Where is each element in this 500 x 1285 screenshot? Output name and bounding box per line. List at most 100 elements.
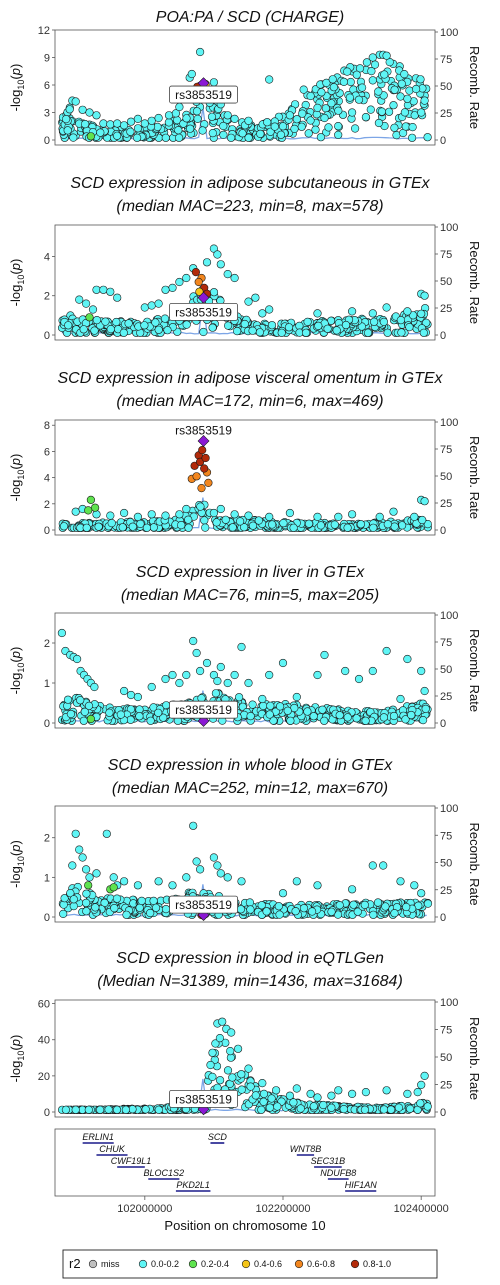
snp-point	[71, 97, 80, 106]
snp-point	[133, 692, 142, 702]
snp-points	[57, 1017, 432, 1114]
y-tick-label: 2	[44, 638, 50, 650]
snp-point	[216, 504, 225, 514]
snp-point	[285, 111, 295, 120]
snp-point	[116, 710, 125, 719]
snp-point	[161, 904, 171, 914]
snp-point	[163, 326, 172, 335]
gene-label: BLOC1S2	[144, 1168, 185, 1178]
y-tick-label: 0	[44, 718, 50, 730]
panel-5: SCD expression in whole blood in GTEx (me…	[8, 757, 482, 924]
recomb-tick-label: 25	[440, 691, 452, 703]
snp-point	[91, 903, 100, 912]
snp-point	[69, 895, 78, 904]
snp-point	[420, 686, 429, 696]
snp-point	[334, 1086, 343, 1095]
snp-point	[360, 1105, 370, 1114]
snp-point	[368, 309, 377, 318]
lead-snp-label: rs3853519	[175, 423, 232, 437]
recomb-tick-label: 100	[440, 222, 458, 234]
snp-point	[301, 328, 311, 337]
legend-label: 0.4-0.6	[254, 1259, 282, 1269]
snp-point	[66, 888, 75, 898]
snp-point	[416, 1099, 425, 1108]
snp-point	[182, 320, 191, 329]
recomb-tick-label: 0	[440, 330, 446, 342]
snp-point-ld	[191, 268, 200, 277]
panel-title: SCD expression in blood in eQTLGen	[116, 950, 384, 967]
snp-point	[196, 666, 205, 676]
snp-point	[59, 909, 68, 919]
gene-label: SEC31B	[311, 1156, 346, 1166]
snp-point	[420, 497, 429, 506]
legend-swatch	[241, 1259, 251, 1269]
snp-point	[259, 1089, 269, 1098]
snp-point	[230, 670, 239, 680]
snp-point	[147, 301, 156, 310]
snp-point	[184, 523, 193, 532]
snp-point	[276, 130, 286, 139]
panel-title: (median MAC=172, min=6, max=469)	[116, 393, 383, 410]
snp-point	[154, 708, 163, 717]
snp-point	[237, 1070, 246, 1079]
y-tick-label: 0	[44, 912, 50, 924]
snp-point	[273, 1102, 282, 1111]
lead-snp-label: rs3853519	[175, 703, 232, 717]
snp-point	[284, 323, 294, 332]
snp-points	[58, 446, 433, 532]
snp-point	[192, 648, 201, 658]
x-axis-label: Position on chromosome 10	[164, 1218, 325, 1233]
snp-point-ld	[109, 883, 118, 892]
snp-point	[149, 896, 158, 906]
snp-point	[208, 1048, 217, 1057]
snp-point	[216, 260, 225, 269]
snp-point	[405, 323, 414, 332]
panel-1: POA:PA / SCD (CHARGE) 0 3 6 9 12 0 25 50 75 100 -lo…	[8, 9, 482, 147]
y-tick-label: 0	[44, 330, 50, 342]
snp-point	[237, 877, 246, 886]
snp-point	[182, 273, 191, 283]
snp-point	[237, 642, 246, 652]
snp-point	[198, 126, 207, 135]
snp-point	[182, 873, 191, 882]
snp-point	[322, 78, 331, 87]
snp-point	[209, 670, 218, 680]
lead-snp-label: rs3853519	[175, 305, 232, 319]
snp-point	[408, 133, 417, 142]
snp-point	[334, 130, 343, 139]
snp-point	[313, 309, 322, 318]
legend-label: 0.0-0.2	[151, 1259, 179, 1269]
snp-point	[223, 111, 232, 120]
snp-point	[323, 324, 332, 333]
snp-point	[276, 702, 285, 711]
snp-point	[64, 321, 73, 330]
snp-points	[58, 821, 433, 920]
snp-point	[193, 114, 202, 123]
snp-point	[370, 317, 379, 326]
legend-swatch	[138, 1259, 148, 1269]
lead-snp-label-box	[169, 1089, 238, 1108]
snp-point	[218, 1017, 227, 1026]
snp-point	[417, 309, 426, 318]
lead-snp-label: rs3853519	[175, 898, 232, 912]
snp-point	[255, 328, 265, 337]
snp-point	[343, 713, 352, 722]
snp-point	[283, 706, 292, 715]
snp-point	[140, 321, 149, 330]
panel-title: (median MAC=223, min=8, max=578)	[116, 198, 383, 215]
y-axis-label: -log10(p)	[8, 840, 26, 888]
recomb-tick-label: 50	[440, 276, 452, 288]
gene-label: HIF1AN	[345, 1180, 378, 1190]
snp-point	[244, 116, 253, 125]
snp-point	[390, 123, 399, 132]
snp-point	[236, 517, 245, 526]
snp-point	[175, 510, 184, 519]
snp-point	[396, 92, 405, 101]
snp-point	[92, 869, 101, 878]
snp-point	[382, 303, 391, 312]
snp-point	[313, 881, 322, 890]
snp-point	[235, 693, 244, 702]
recomb-tick-label: 25	[440, 303, 452, 315]
snp-point	[385, 107, 394, 116]
snp-point	[211, 1039, 220, 1048]
